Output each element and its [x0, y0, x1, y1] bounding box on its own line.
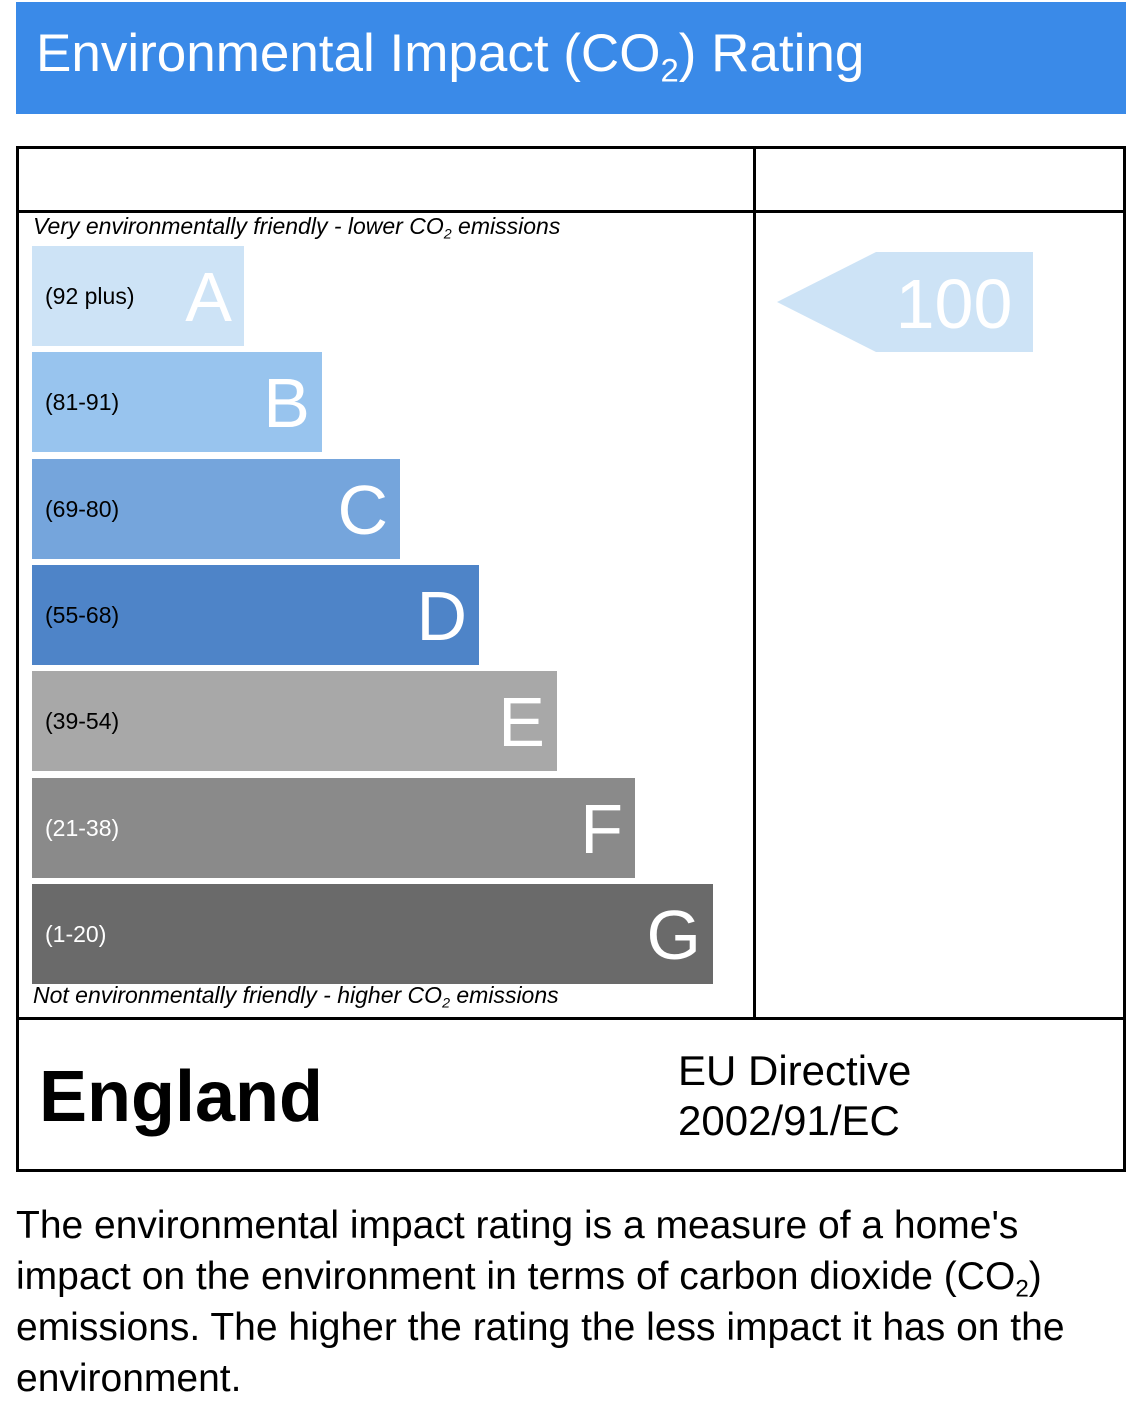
bottom-label-text-end: emissions — [450, 982, 559, 1008]
band-letter: A — [185, 258, 232, 336]
band-letter: E — [498, 683, 545, 761]
eu-directive: EU Directive 2002/91/EC — [678, 1046, 911, 1146]
current-rating-arrow-shape — [777, 252, 1033, 352]
rating-frame — [16, 146, 1126, 1172]
band-letter: D — [416, 577, 467, 655]
current-rating-value: 100 — [895, 265, 1013, 343]
rating-description: The environmental impact rating is a mea… — [16, 1200, 1116, 1404]
current-rating-arrow — [777, 252, 1033, 352]
band-range-label: (55-68) — [45, 602, 120, 628]
country-name: England — [39, 1057, 323, 1137]
header-row-divider — [16, 210, 1126, 213]
top-label-subscript: 2 — [443, 226, 452, 243]
rating-band-f: (21-38) F — [32, 778, 635, 878]
footer-row-divider — [16, 1017, 1126, 1020]
bottom-label-subscript: 2 — [442, 995, 450, 1012]
description-text-end: ) emissions. The higher the rating the l… — [16, 1255, 1065, 1400]
band-range-label: (21-38) — [45, 815, 120, 841]
title-text-end: ) Rating — [678, 24, 865, 83]
band-range-label: (69-80) — [45, 496, 120, 522]
title-subscript: 2 — [660, 51, 679, 89]
rating-band-c: (69-80) C — [32, 459, 400, 559]
description-text: The environmental impact rating is a mea… — [16, 1204, 1019, 1298]
bottom-edge-label: Not environmentally friendly - higher CO… — [33, 982, 559, 1012]
band-range-label: (81-91) — [45, 389, 120, 415]
top-edge-label: Very environmentally friendly - lower CO… — [33, 213, 561, 243]
band-letter: B — [263, 364, 310, 442]
top-label-text: Very environmentally friendly - lower CO — [33, 213, 444, 239]
description-subscript: 2 — [1015, 1275, 1029, 1303]
directive-line-2: 2002/91/EC — [678, 1097, 900, 1144]
rating-band-b: (81-91) B — [32, 352, 322, 452]
title-text: Environmental Impact (CO — [36, 24, 661, 83]
rating-band-e: (39-54) E — [32, 671, 557, 771]
band-letter: G — [646, 896, 701, 974]
top-label-text-end: emissions — [451, 213, 561, 239]
band-range-label: (92 plus) — [45, 283, 135, 309]
bottom-label-text: Not environmentally friendly - higher CO — [33, 982, 443, 1008]
band-letter: F — [580, 790, 623, 868]
band-letter: C — [337, 471, 388, 549]
rating-band-d: (55-68) D — [32, 565, 479, 665]
band-range-label: (1-20) — [45, 921, 107, 947]
rating-band-g: (1-20) G — [32, 884, 713, 984]
chart-title: Environmental Impact (CO2) Rating — [16, 2, 1126, 114]
band-range-label: (39-54) — [45, 708, 120, 734]
column-divider — [753, 146, 756, 1019]
rating-band-a: (92 plus) A — [32, 246, 244, 346]
directive-line-1: EU Directive — [678, 1047, 912, 1094]
